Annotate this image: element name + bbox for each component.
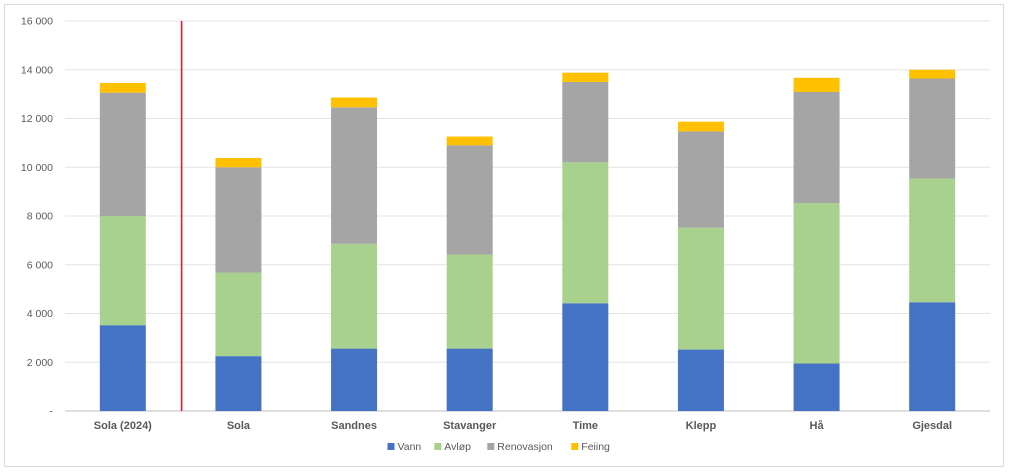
bar-segment-feiing	[677, 121, 724, 132]
legend-swatch	[487, 443, 495, 450]
x-category-label: Sandnes	[331, 420, 377, 432]
legend-label: Avløp	[444, 441, 471, 453]
legend-swatch	[434, 443, 442, 450]
y-axis-ticks: - 2 000 4 000 6 000 8 000 10 000 12 000 14 000 1…	[21, 16, 54, 418]
bar-segment-feiing	[562, 72, 609, 82]
bar-segment-vann	[793, 363, 840, 411]
y-tick-label: 10 000	[21, 162, 53, 174]
x-category-label: Time	[573, 420, 598, 432]
bar-segment-vann	[446, 348, 493, 411]
bar-segment-renovasjon	[677, 131, 724, 228]
gridlines	[65, 20, 990, 412]
legend: Vann Avløp Renovasjon Feiing	[387, 441, 610, 453]
bar-segment-avl-p	[215, 272, 262, 357]
bar-segment-renovasjon	[99, 92, 146, 216]
stacked-bar-chart: - 2 000 4 000 6 000 8 000 10 000 12 000 14 000 1…	[21, 16, 990, 453]
y-tick-label: 12 000	[21, 113, 53, 125]
bar-segment-avl-p	[909, 178, 956, 303]
y-tick-label: 6 000	[27, 259, 53, 271]
legend-label: Vann	[398, 441, 422, 453]
bar-segment-vann	[562, 303, 609, 411]
bar-segment-feiing	[99, 82, 146, 93]
bar-segment-vann	[215, 356, 262, 411]
bar-segment-feiing	[446, 136, 493, 146]
x-category-label: Stavanger	[443, 420, 497, 432]
bar-segment-vann	[331, 348, 378, 411]
y-tick-label: 16 000	[21, 16, 53, 28]
bar-segment-avl-p	[446, 254, 493, 349]
y-tick-label: 2 000	[27, 357, 53, 369]
bar-segment-avl-p	[99, 216, 146, 326]
y-tick-label: 14 000	[21, 64, 53, 76]
bar-segment-renovasjon	[793, 91, 840, 204]
bar-segment-avl-p	[677, 227, 724, 350]
bar-segment-renovasjon	[562, 81, 609, 163]
x-category-label: Klepp	[686, 420, 717, 432]
legend-swatch	[387, 443, 395, 450]
bars	[99, 21, 956, 411]
bar-segment-feiing	[793, 77, 840, 92]
x-category-label: Hå	[810, 420, 825, 432]
bar-segment-feiing	[909, 69, 956, 79]
bar-segment-feiing	[215, 157, 262, 168]
chart-frame: - 2 000 4 000 6 000 8 000 10 000 12 000 14 000 1…	[4, 4, 1004, 467]
bar-segment-vann	[99, 325, 146, 411]
bar-segment-renovasjon	[215, 167, 262, 273]
bar-segment-vann	[909, 302, 956, 411]
x-category-label: Sola (2024)	[94, 420, 152, 432]
bar-segment-vann	[677, 349, 724, 411]
x-category-label: Sola	[227, 420, 251, 432]
y-tick-label: 4 000	[27, 308, 53, 320]
y-tick-label: -	[50, 406, 54, 418]
bar-segment-renovasjon	[331, 107, 378, 244]
bar-segment-feiing	[331, 97, 378, 108]
x-axis-labels: Sola (2024) Sola Sandnes Stavanger Time Klepp…	[94, 420, 952, 432]
bar-segment-avl-p	[793, 203, 840, 364]
x-category-label: Gjesdal	[912, 420, 952, 432]
bar-segment-renovasjon	[446, 145, 493, 255]
bar-segment-renovasjon	[909, 78, 956, 179]
bar-segment-avl-p	[331, 243, 378, 349]
bar-segment-avl-p	[562, 162, 609, 304]
legend-swatch	[571, 443, 579, 450]
legend-label: Feiing	[581, 441, 610, 453]
legend-label: Renovasjon	[497, 441, 553, 453]
y-tick-label: 8 000	[27, 211, 53, 223]
